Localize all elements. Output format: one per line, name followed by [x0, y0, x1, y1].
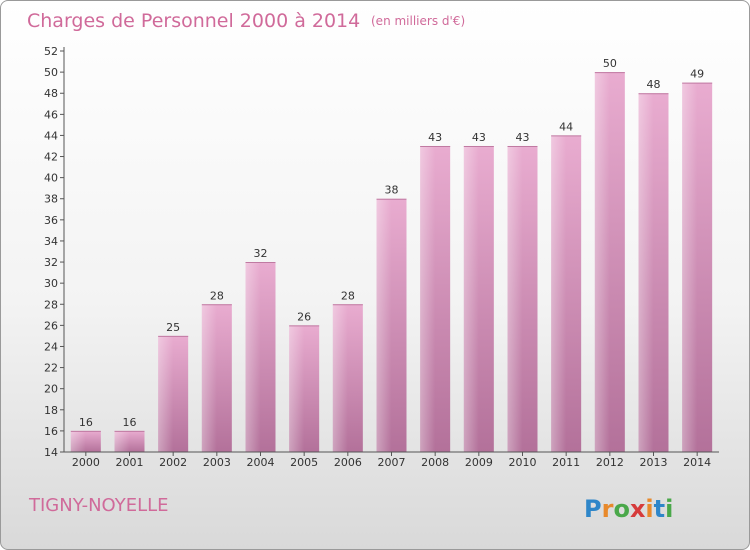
proxiti-logo: Proxiti [584, 495, 673, 523]
bar-highlight [332, 304, 348, 452]
y-axis: 14 16 18 20 22 24 26 28 30 32 34 36 38 40 42 44 46 48 50 52 [44, 45, 65, 459]
data-label: 43 [472, 131, 486, 144]
bar-group-2000: 16 [70, 416, 101, 452]
data-label: 50 [603, 57, 617, 70]
y-tick-label: 52 [44, 45, 58, 58]
x-tick-label: 2007 [378, 456, 406, 469]
x-tick-label: 2008 [421, 456, 449, 469]
bar-highlight [158, 335, 174, 452]
x-tick-label: 2001 [116, 456, 144, 469]
bar-highlight [507, 145, 523, 452]
bar-group-2004: 32 [245, 247, 276, 452]
bar-highlight [420, 145, 436, 452]
x-tick-label: 2003 [203, 456, 231, 469]
bar-highlight [289, 325, 305, 452]
x-tick-label: 2002 [159, 456, 187, 469]
x-tick-label: 2005 [290, 456, 318, 469]
chart-unit: (en milliers d'€) [371, 14, 465, 28]
x-tick-label: 2004 [247, 456, 275, 469]
y-tick-label: 24 [44, 340, 58, 353]
bar-highlight [245, 262, 261, 452]
bar-group-2007: 38 [376, 184, 407, 452]
bar-group-2009: 43 [463, 131, 494, 452]
bar-highlight [114, 430, 130, 452]
y-tick-label: 48 [44, 87, 58, 100]
x-tick-label: 2006 [334, 456, 362, 469]
data-label: 16 [79, 416, 93, 429]
data-label: 43 [428, 131, 442, 144]
y-tick-label: 22 [44, 362, 58, 375]
x-tick-label: 2011 [552, 456, 580, 469]
y-tick-label: 16 [44, 425, 58, 438]
bar-group-2012: 50 [594, 57, 625, 453]
bar-group-2002: 25 [158, 321, 189, 452]
bar-highlight [201, 304, 217, 452]
data-label: 49 [690, 68, 704, 81]
y-tick-label: 38 [44, 193, 58, 206]
data-label: 28 [341, 289, 355, 302]
bar-group-2014: 49 [682, 68, 713, 452]
y-tick-label: 44 [44, 129, 58, 142]
data-label: 32 [254, 247, 268, 260]
bar-highlight [682, 82, 698, 452]
bar-group-2010: 43 [507, 131, 538, 452]
x-tick-label: 2014 [683, 456, 711, 469]
data-label: 16 [123, 416, 137, 429]
x-tick-label: 2012 [596, 456, 624, 469]
bar-group-2006: 28 [332, 289, 363, 452]
x-tick-label: 2000 [72, 456, 100, 469]
data-label: 48 [647, 78, 661, 91]
bar-highlight [70, 430, 86, 452]
bars: 16 16 25 28 32 26 28 38 43 43 43 44 50 48 49 [70, 57, 713, 453]
y-tick-label: 42 [44, 151, 58, 164]
bar-highlight [638, 93, 654, 453]
bar-group-2008: 43 [420, 131, 451, 452]
x-axis: 2000 2001 2002 2003 2004 2005 2006 2007 2008 2009… [64, 451, 719, 469]
data-label: 28 [210, 289, 224, 302]
bar-highlight [594, 72, 610, 453]
chart-title: Charges de Personnel 2000 à 2014 [27, 10, 360, 32]
commune-name: TIGNY-NOYELLE [28, 495, 169, 516]
bar-highlight [376, 198, 392, 452]
y-tick-label: 20 [44, 383, 58, 396]
y-tick-label: 40 [44, 172, 58, 185]
bar-group-2013: 48 [638, 78, 669, 453]
y-tick-label: 32 [44, 256, 58, 269]
x-tick-label: 2010 [509, 456, 537, 469]
data-label: 26 [297, 310, 311, 323]
bar-group-2003: 28 [201, 289, 232, 452]
bar-group-2005: 26 [289, 310, 320, 452]
y-tick-label: 30 [44, 277, 58, 290]
data-label: 44 [559, 120, 573, 133]
bar-group-2011: 44 [551, 120, 582, 452]
data-label: 38 [385, 184, 399, 197]
y-tick-label: 28 [44, 298, 58, 311]
x-tick-label: 2013 [640, 456, 668, 469]
y-tick-label: 50 [44, 66, 58, 79]
y-tick-label: 34 [44, 235, 58, 248]
data-label: 43 [516, 131, 530, 144]
logo-text: Proxiti [584, 495, 673, 523]
y-tick-label: 26 [44, 319, 58, 332]
y-tick-label: 14 [44, 446, 58, 459]
y-tick-label: 46 [44, 108, 58, 121]
bar-group-2001: 16 [114, 416, 145, 452]
data-label: 25 [166, 321, 180, 334]
bar-highlight [463, 145, 479, 452]
x-tick-label: 2009 [465, 456, 493, 469]
y-tick-label: 36 [44, 214, 58, 227]
y-tick-label: 18 [44, 404, 58, 417]
bar-highlight [551, 135, 567, 452]
